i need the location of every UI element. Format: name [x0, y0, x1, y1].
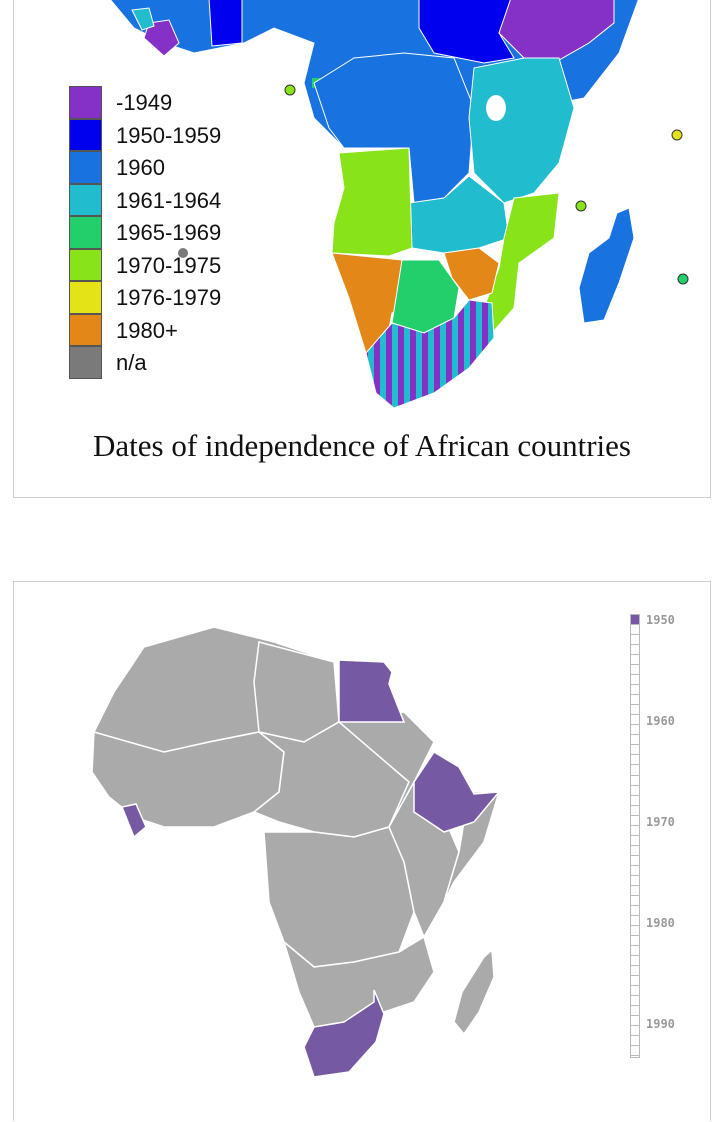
legend-label: -1949 [116, 90, 173, 115]
timeline-label-1970: 1970 [646, 815, 675, 829]
timeline-tick [631, 695, 639, 706]
timeline-tick [631, 745, 639, 756]
region-sierra-leone [131, 7, 155, 31]
timeline-tick [631, 1036, 639, 1047]
timeline-tick [631, 825, 639, 836]
legend-swatch [69, 183, 102, 216]
timeline-tick [631, 785, 639, 796]
legend-label: 1980+ [116, 317, 178, 343]
region-mozambique [483, 192, 560, 334]
timeline-tick [631, 635, 639, 646]
legend-swatch [69, 313, 102, 346]
timeline-tick [631, 885, 639, 896]
island-sao-tome [284, 84, 296, 96]
timeline-tick [631, 996, 639, 1007]
timeline-tick [631, 835, 639, 846]
legend-swatch [69, 86, 102, 119]
region-east-africa [468, 57, 575, 204]
region-zimbabwe [443, 247, 500, 301]
timeline-tick [631, 1006, 639, 1017]
legend-label: 1950-1959 [116, 122, 222, 148]
legend-swatch [69, 248, 102, 281]
timeline-tick [631, 665, 639, 676]
legend-label: 1960 [116, 155, 165, 180]
region-madagascar-gray [453, 948, 495, 1036]
region-egypt [338, 659, 406, 723]
timeline-tick [631, 845, 639, 856]
island-na-marker [178, 248, 188, 258]
region-libya [253, 641, 340, 743]
timeline-tick [631, 675, 639, 686]
timeline-tick [631, 725, 639, 736]
timeline-tick [631, 775, 639, 786]
region-ghana [208, 0, 243, 47]
independence-map-panel: -1949 1950-1959 1960 1961-1964 1965-1969… [13, 0, 711, 498]
map-caption: Dates of independence of African countri… [93, 428, 631, 463]
timeline-tick [631, 905, 639, 916]
timeline-tick [631, 966, 639, 977]
island-comoros [575, 200, 587, 212]
timeline-label-1990: 1990 [646, 1017, 675, 1031]
timeline-tick [631, 685, 639, 696]
timeline-tick [631, 875, 639, 886]
africa-gray-map [91, 626, 501, 1078]
legend-label: 1970-1975 [116, 252, 222, 278]
island-seychelles [671, 129, 683, 141]
legend-label: 1961-1964 [116, 187, 222, 213]
timeline-tick [631, 645, 639, 656]
timeline-tick [631, 986, 639, 997]
timeline-tick [631, 795, 639, 806]
timeline-tick [631, 956, 639, 967]
region-south-africa-highlight [303, 989, 385, 1078]
timeline-tick [631, 755, 639, 766]
timeline-tick [631, 625, 639, 636]
timeline-ticks [631, 615, 639, 1057]
legend-label: n/a [116, 350, 147, 375]
legend-label: 1976-1979 [116, 285, 222, 310]
region-liberia-highlight [120, 803, 147, 839]
region-angola [331, 147, 413, 257]
lake-victoria [486, 95, 506, 121]
timeline-tick [631, 895, 639, 906]
timeline-bar [630, 614, 640, 1058]
timeline-tick [631, 615, 639, 626]
timeline-tick [631, 815, 639, 826]
timeline-tick [631, 855, 639, 866]
timeline-label-1980: 1980 [646, 916, 675, 930]
legend-swatch [69, 281, 102, 314]
timeline-tick [631, 976, 639, 987]
legend-swatch [69, 216, 102, 249]
legend-swatch [69, 151, 102, 184]
timeline-tick [631, 1016, 639, 1027]
region-ethiopia-highlight [413, 750, 501, 833]
timeline-tick [631, 715, 639, 726]
island-mauritius [677, 273, 689, 285]
timeline-tick [631, 805, 639, 816]
timeline-map-panel: 1950 1960 1970 1980 1990 [13, 581, 711, 1121]
timeline-tick [631, 735, 639, 746]
region-southern-gray [282, 935, 435, 1028]
timeline-tick [631, 946, 639, 957]
timeline-tick [631, 655, 639, 666]
region-south-africa [365, 299, 495, 409]
timeline-tick [631, 705, 639, 716]
timeline-label-1950: 1950 [646, 613, 675, 627]
timeline-tick [631, 865, 639, 876]
region-madagascar [578, 207, 635, 324]
region-congo-gray [263, 826, 415, 968]
timeline-tick [631, 765, 639, 776]
independence-map [110, 0, 689, 409]
legend-label: 1965-1969 [116, 220, 222, 245]
legend-swatch [69, 118, 102, 151]
timeline-tick [631, 915, 639, 926]
region-congo [313, 52, 475, 204]
region-liberia [143, 19, 180, 57]
timeline-label-1960: 1960 [646, 714, 675, 728]
timeline-tick [631, 925, 639, 936]
timeline-tick [631, 1026, 639, 1037]
legend-swatch [69, 346, 102, 379]
timeline-tick [631, 936, 639, 947]
timeline-tick [631, 1046, 639, 1057]
